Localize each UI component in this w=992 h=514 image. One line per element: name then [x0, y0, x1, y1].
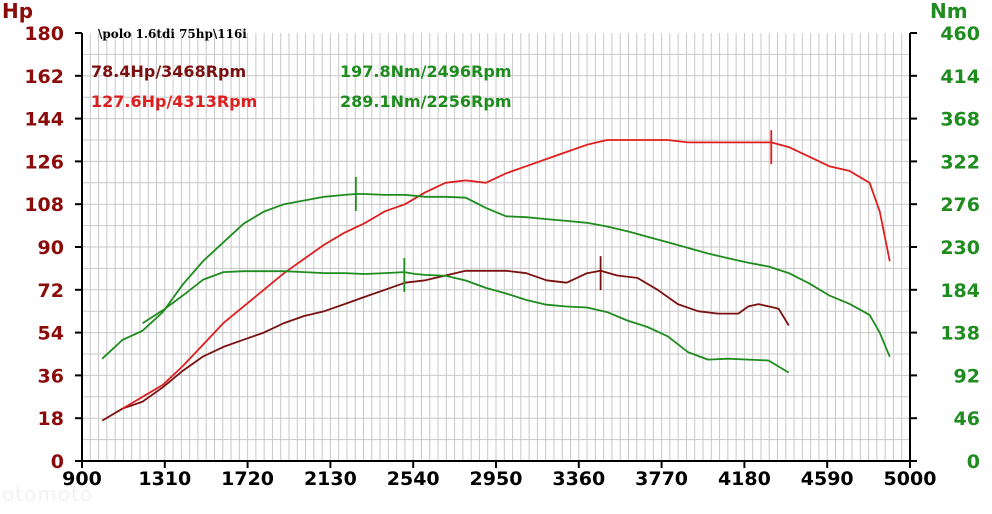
left-y-tick-label: 18: [38, 408, 64, 430]
right-y-tick-label: 138: [940, 323, 980, 345]
series-line-nm-stock: [142, 270, 790, 374]
series-line-hp-stock: [101, 269, 790, 422]
x-tick-label: 4590: [801, 468, 854, 490]
right-y-tick-label: 46: [954, 408, 980, 430]
x-tick-label: 3360: [552, 468, 605, 490]
right-axis-label: Nm: [930, 0, 968, 23]
x-tick-label: 4180: [718, 468, 771, 490]
left-y-tick-label: 0: [51, 451, 64, 473]
left-y-tick-label: 180: [24, 23, 64, 45]
right-y-tick-label: 230: [940, 237, 980, 259]
x-tick-label: 2130: [304, 468, 357, 490]
x-tick-label: 900: [62, 468, 102, 490]
axis-ticks: 900 1310 1720 2130 2540 2950 3360 3770 4180 4590 5…: [24, 23, 980, 490]
right-y-tick-label: 460: [940, 23, 980, 45]
right-y-tick-label: 276: [940, 194, 980, 216]
watermark: otomoto: [2, 482, 94, 506]
right-y-tick-label: 0: [967, 451, 980, 473]
series-line-hp-tuned: [121, 139, 891, 410]
series-line-nm-tuned: [101, 193, 891, 360]
right-y-tick-label: 414: [940, 66, 980, 88]
left-y-tick-label: 90: [38, 237, 64, 259]
right-y-tick-label: 368: [940, 109, 980, 131]
right-y-tick-label: 92: [954, 365, 980, 387]
annotation-hp-tuned: 127.6Hp/4313Rpm: [91, 92, 257, 111]
annotation-nm-tuned: 289.1Nm/2256Rpm: [340, 92, 512, 111]
left-y-tick-label: 72: [38, 280, 64, 302]
left-axis-label: Hp: [2, 0, 33, 23]
annotation-hp-stock: 78.4Hp/3468Rpm: [91, 62, 246, 81]
left-y-tick-label: 36: [38, 365, 64, 387]
left-y-tick-label: 144: [24, 109, 64, 131]
chart-title: \polo 1.6tdi 75hp\116i: [98, 27, 247, 41]
x-tick-label: 3770: [635, 468, 688, 490]
x-tick-label: 1720: [221, 468, 274, 490]
chart-grid: [82, 33, 910, 461]
left-y-tick-label: 162: [24, 66, 64, 88]
x-tick-label: 5000: [884, 468, 937, 490]
left-y-tick-label: 126: [24, 151, 64, 173]
right-y-tick-label: 322: [940, 151, 980, 173]
chart-series-group: [101, 130, 891, 422]
annotation-nm-stock: 197.8Nm/2496Rpm: [340, 62, 512, 81]
left-y-tick-label: 54: [38, 323, 64, 345]
x-tick-label: 1310: [138, 468, 191, 490]
right-y-tick-label: 184: [940, 280, 980, 302]
x-tick-label: 2950: [470, 468, 523, 490]
left-y-tick-label: 108: [24, 194, 64, 216]
x-tick-label: 2540: [387, 468, 440, 490]
